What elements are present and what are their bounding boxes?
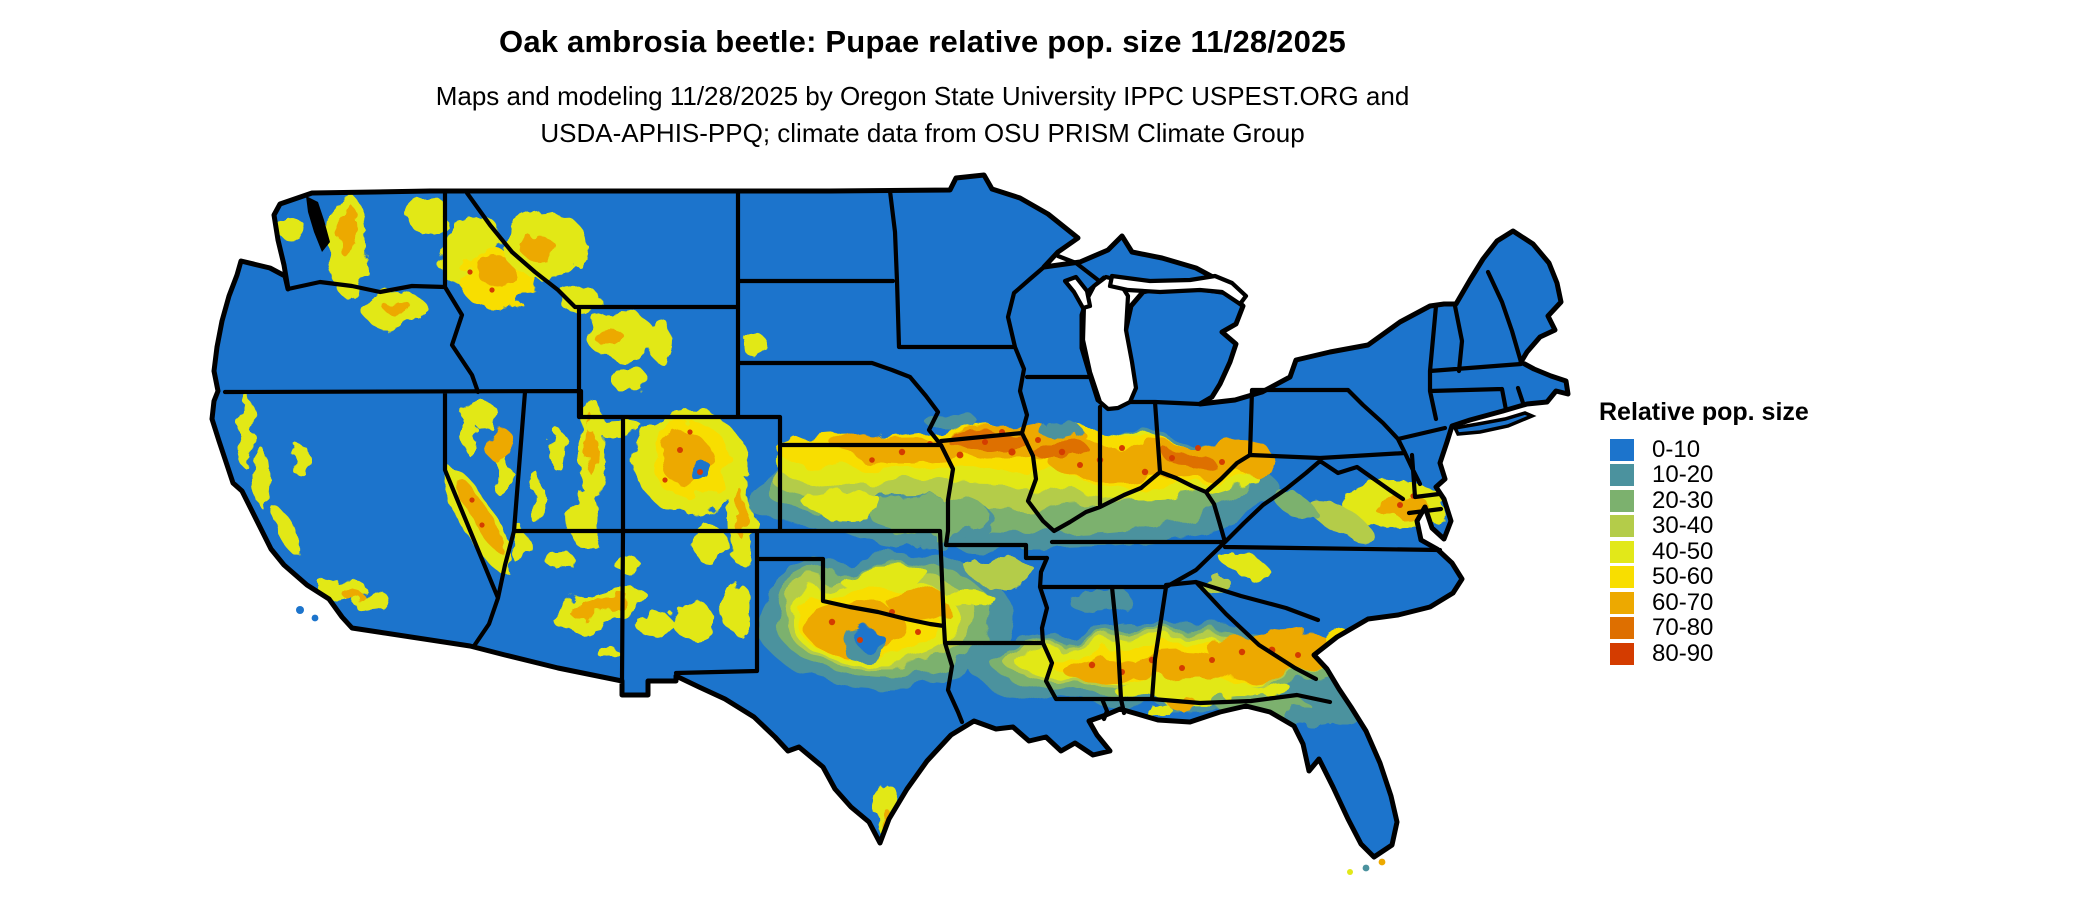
page-subtitle: Maps and modeling 11/28/2025 by Oregon S… [0,78,1845,152]
legend-row: 0-10 [1599,435,1859,463]
legend-swatch-0-10 [1610,438,1634,461]
legend-swatch-20-30 [1610,489,1634,512]
legend-label: 50-60 [1652,563,1714,591]
legend-swatch-70-80 [1610,617,1634,640]
legend-row: 60-70 [1599,588,1859,616]
legend-swatch-10-20 [1610,464,1634,487]
legend-title: Relative pop. size [1599,398,1809,426]
legend-label: 0-10 [1652,435,1701,463]
legend-row: 80-90 [1599,639,1859,667]
header: Oak ambrosia beetle: Pupae relative pop.… [0,0,1845,152]
legend-rows: 0-10 10-20 20-30 30-40 40-50 50-60 60-70 70-80 8… [1599,435,1859,667]
legend-swatch-80-90 [1610,642,1634,665]
legend-swatch-40-50 [1610,540,1634,563]
legend-label: 30-40 [1652,512,1714,540]
legend-swatch-50-60 [1610,566,1634,589]
puget-sound [306,196,330,252]
legend-row: 10-20 [1599,461,1859,489]
legend-label: 20-30 [1652,486,1714,514]
islands [296,411,1537,875]
legend-row: 30-40 [1599,512,1859,540]
subtitle-line-1: Maps and modeling 11/28/2025 by Oregon S… [435,81,1410,111]
legend-label: 70-80 [1652,614,1714,642]
great-lakes [1062,273,1249,412]
legend-label: 80-90 [1652,639,1714,667]
legend-row: 70-80 [1599,614,1859,642]
legend-row: 40-50 [1599,537,1859,565]
legend-label: 40-50 [1652,537,1714,565]
legend-swatch-30-40 [1610,515,1634,538]
legend-row: 20-30 [1599,486,1859,514]
legend-swatch-60-70 [1610,591,1634,614]
legend-row: 50-60 [1599,563,1859,591]
legend: Relative pop. size 0-10 10-20 20-30 30-40 40… [1599,398,1859,667]
legend-label: 60-70 [1652,588,1714,616]
subtitle-line-2: USDA-APHIS-PPQ; climate data from OSU PR… [540,118,1305,148]
legend-label: 10-20 [1652,461,1714,489]
red-speckles [467,269,1416,675]
page-title: Oak ambrosia beetle: Pupae relative pop.… [499,24,1346,59]
